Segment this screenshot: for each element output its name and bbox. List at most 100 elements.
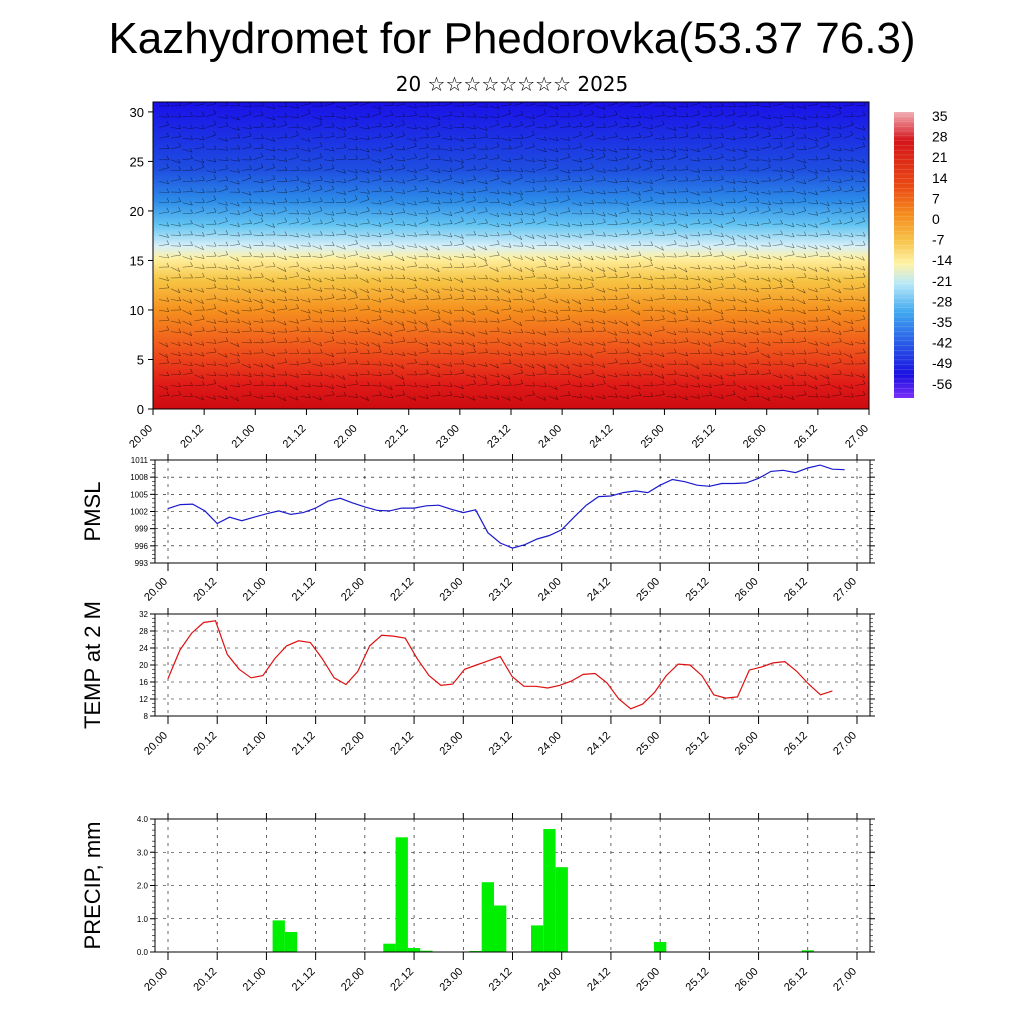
- wind-barb: [583, 102, 594, 107]
- wind-barb: [725, 159, 736, 161]
- wind-barb: [512, 213, 523, 215]
- wind-barb-flag: [591, 306, 595, 311]
- wind-barb: [701, 233, 712, 236]
- wind-barb: [678, 309, 689, 313]
- wind-barb-flag: [485, 339, 488, 345]
- wind-barb: [206, 233, 217, 236]
- wind-barb: [737, 395, 747, 402]
- wind-barb: [253, 374, 264, 377]
- wind-barb: [796, 276, 807, 279]
- wind-barb: [206, 330, 217, 333]
- wind-barb: [512, 288, 523, 293]
- wind-barb: [748, 114, 759, 118]
- wind-barb-flag: [591, 282, 594, 287]
- wind-barb: [512, 114, 523, 118]
- wind-barb-flag: [567, 153, 571, 158]
- wind-barb-flag: [426, 360, 429, 366]
- wind-barb-flag: [862, 177, 866, 182]
- wind-barb: [158, 309, 169, 312]
- x-tick-label: 20.00: [127, 423, 155, 451]
- wind-barb: [831, 180, 842, 183]
- wind-barb: [713, 213, 724, 216]
- wind-barb-flag: [485, 379, 488, 385]
- wind-barb: [383, 266, 394, 270]
- wind-barb: [383, 342, 394, 344]
- wind-barb-flag: [815, 142, 818, 147]
- wind-barb: [406, 178, 417, 182]
- wind-barb: [324, 352, 334, 357]
- wind-barb: [583, 342, 594, 346]
- wind-barb-flag: [449, 370, 453, 375]
- wind-barb: [394, 135, 405, 139]
- wind-barb: [748, 234, 759, 240]
- wind-barb-flag: [508, 329, 512, 334]
- wind-barb-flag: [307, 179, 311, 185]
- wind-barb: [217, 159, 228, 162]
- wind-barb: [666, 169, 677, 171]
- wind-barb-flag: [567, 112, 571, 118]
- wind-barb: [371, 363, 382, 366]
- wind-barb: [678, 201, 689, 204]
- wind-barb: [607, 395, 618, 398]
- wind-barb: [737, 189, 748, 193]
- wind-barb-flag: [862, 326, 866, 332]
- wind-barb-flag: [296, 261, 299, 267]
- wind-barb-flag: [190, 392, 193, 397]
- wind-barb: [571, 385, 582, 388]
- wind-barb: [465, 383, 476, 386]
- wind-barb-flag: [449, 219, 453, 224]
- wind-barb: [642, 159, 653, 163]
- wind-barb-flag: [790, 278, 794, 283]
- wind-barb: [642, 127, 653, 129]
- wind-barb-flag: [650, 341, 653, 346]
- wind-barb: [453, 234, 464, 239]
- wind-barb: [748, 180, 759, 185]
- wind-barb-flag: [225, 274, 229, 280]
- wind-barb: [855, 170, 865, 174]
- wind-barb: [241, 127, 252, 130]
- wind-barb-flag: [449, 167, 453, 172]
- wind-barb: [701, 385, 712, 388]
- wind-barb-flag: [709, 176, 713, 181]
- wind-barb-flag: [272, 242, 276, 247]
- wind-barb: [206, 351, 217, 354]
- wind-barb: [253, 308, 264, 311]
- wind-barb-flag: [662, 231, 665, 236]
- wind-barb-flag: [166, 276, 169, 281]
- wind-barb-flag: [166, 240, 170, 245]
- wind-barb: [772, 286, 783, 290]
- wind-barb: [548, 105, 558, 110]
- wind-barb-flag: [249, 372, 252, 377]
- wind-barb-flag: [166, 132, 170, 137]
- x-tick-label: 20.12: [178, 423, 206, 451]
- wind-barb-flag: [237, 222, 240, 227]
- wind-barb: [796, 234, 807, 236]
- wind-barb-flag: [721, 133, 724, 138]
- wind-barb: [194, 103, 205, 107]
- wind-barb: [796, 320, 806, 325]
- wind-barb-flag: [614, 178, 618, 184]
- wind-barb: [453, 210, 464, 214]
- wind-barb: [265, 341, 276, 343]
- wind-barb-flag: [190, 381, 193, 386]
- wind-barb: [229, 266, 240, 270]
- wind-barb: [654, 137, 665, 140]
- wind-barb: [335, 245, 346, 250]
- wind-barb: [595, 383, 606, 386]
- wind-barb-flag: [768, 142, 771, 147]
- wind-barb: [430, 374, 441, 378]
- wind-barb-flag: [402, 179, 406, 184]
- wind-barb-flag: [661, 120, 665, 125]
- wind-barb-flag: [862, 272, 866, 278]
- wind-barb-flag: [579, 233, 582, 239]
- wind-barb-flag: [437, 288, 440, 294]
- wind-barb-flag: [815, 113, 819, 118]
- wind-barb-flag: [437, 309, 441, 314]
- wind-barb-flag: [650, 350, 654, 355]
- wind-barb: [477, 320, 488, 323]
- wind-barb-flag: [544, 241, 547, 246]
- precip-bar: [543, 829, 556, 952]
- wind-barb: [772, 234, 783, 236]
- wind-barb-flag: [638, 133, 642, 138]
- wind-barb: [560, 179, 571, 182]
